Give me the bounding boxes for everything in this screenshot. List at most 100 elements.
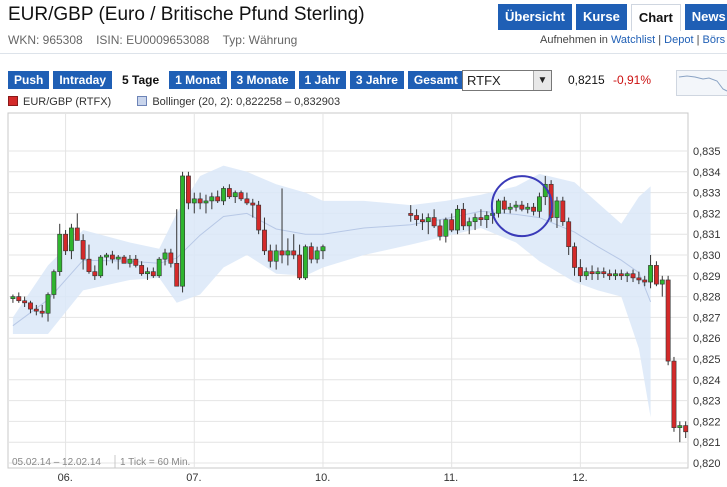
- candle-body: [80, 240, 86, 260]
- candle-body: [414, 215, 420, 220]
- boerse-link[interactable]: Börs: [702, 34, 726, 46]
- instrument-info: WKN: 965308 ISIN: EU0009653088 Typ: Währ…: [8, 33, 307, 47]
- chart-footer: 05.02.14 – 12.02.14 1 Tick = 60 Min.: [12, 457, 190, 468]
- tick-info-label: 1 Tick = 60 Min.: [120, 457, 190, 468]
- candle: [226, 184, 232, 199]
- candle: [74, 213, 80, 241]
- candle: [460, 203, 466, 231]
- candle: [191, 192, 197, 214]
- range-1-month-button[interactable]: 1 Monat: [169, 71, 227, 89]
- range-1-year-button[interactable]: 1 Jahr: [298, 71, 346, 89]
- candle-body: [226, 188, 232, 198]
- exchange-value: RTFX: [467, 73, 501, 88]
- candle: [203, 194, 209, 214]
- candle: [419, 213, 425, 231]
- candle-body: [291, 250, 297, 256]
- watchlist-link[interactable]: Watchlist: [610, 34, 656, 46]
- candle: [291, 234, 297, 260]
- candle: [607, 269, 613, 280]
- candle: [601, 267, 607, 278]
- candle: [273, 244, 279, 270]
- candle-body: [472, 217, 478, 223]
- candle-body: [425, 217, 431, 223]
- candle: [630, 269, 636, 283]
- range-5-days-button[interactable]: 5 Tage: [116, 71, 166, 89]
- y-tick-label: 0,822: [693, 416, 721, 428]
- type-label: Typ: Währung: [222, 33, 298, 47]
- depot-link[interactable]: Depot: [664, 34, 694, 46]
- candle-body: [191, 198, 197, 204]
- candle-body: [197, 198, 203, 204]
- range-total-button[interactable]: Gesamt: [407, 71, 464, 89]
- candle-body: [174, 263, 180, 287]
- candle-body: [455, 208, 460, 231]
- range-push-button[interactable]: Push: [8, 71, 50, 89]
- candle-body: [238, 192, 244, 200]
- candle-body: [115, 256, 121, 260]
- candle: [92, 265, 98, 280]
- candle-body: [104, 254, 109, 258]
- candle: [174, 209, 180, 287]
- candle-body: [314, 250, 320, 260]
- candle: [121, 255, 127, 264]
- range-intraday-button[interactable]: Intraday: [53, 71, 113, 89]
- candle: [150, 267, 156, 278]
- tab-chart[interactable]: Chart: [630, 4, 681, 31]
- candle-body: [22, 300, 28, 304]
- candle-body: [109, 254, 115, 260]
- candle-body: [186, 175, 191, 204]
- candle-body: [525, 206, 531, 210]
- candle: [256, 200, 262, 235]
- candle-body: [536, 196, 542, 212]
- candle: [10, 294, 16, 303]
- candle-body: [273, 250, 279, 262]
- candle: [566, 217, 572, 255]
- candle: [560, 196, 566, 226]
- chevron-down-icon[interactable]: ▼: [533, 71, 551, 90]
- isin-label: ISIN: EU0009653088: [96, 33, 210, 47]
- candle-body: [279, 250, 285, 256]
- candle: [168, 248, 174, 268]
- candle: [525, 203, 531, 214]
- candle-body: [466, 221, 472, 227]
- candle: [589, 265, 595, 280]
- candle-body: [519, 204, 525, 210]
- tab-uebersicht[interactable]: Übersicht: [498, 4, 572, 30]
- candle-body: [589, 271, 595, 275]
- candle-body: [221, 188, 226, 202]
- tab-kurse[interactable]: Kurse: [575, 4, 627, 30]
- candle-body: [572, 246, 577, 268]
- y-tick-label: 0,834: [693, 167, 721, 179]
- date-range-label: 05.02.14 – 12.02.14: [12, 457, 101, 468]
- candle: [431, 209, 437, 228]
- candle: [186, 171, 191, 210]
- candle: [595, 267, 601, 280]
- candle-body: [308, 246, 314, 260]
- candle-body: [566, 221, 572, 247]
- range-3-years-button[interactable]: 3 Jahre: [349, 71, 404, 89]
- candle: [33, 304, 39, 316]
- candle-body: [244, 198, 250, 204]
- candle-body: [209, 196, 215, 202]
- tab-news[interactable]: News: [684, 4, 727, 30]
- candle-body: [601, 271, 607, 275]
- range-3-months-button[interactable]: 3 Monate: [230, 71, 295, 89]
- nav-tabs: Übersicht Kurse Chart News F: [498, 4, 727, 31]
- candle: [478, 209, 484, 226]
- candle: [162, 248, 168, 266]
- candle: [507, 203, 513, 214]
- candle-body: [595, 271, 601, 275]
- exchange-select[interactable]: RTFX ▼: [462, 70, 552, 91]
- candle: [285, 238, 291, 266]
- y-tick-label: 0,832: [693, 208, 721, 220]
- candle: [104, 252, 109, 266]
- axes: 0,835 0,834 0,833 0,832 0,831 0,830 0,829 0,828…: [58, 146, 721, 484]
- candle: [45, 292, 51, 322]
- mini-chart-thumbnail[interactable]: [676, 70, 727, 96]
- range-toolbar: Push Intraday 5 Tage 1 Monat 3 Monate 1 …: [8, 71, 464, 89]
- candle-body: [618, 273, 624, 277]
- candle-body: [121, 256, 127, 264]
- candle: [127, 255, 133, 268]
- candle-body: [501, 200, 507, 210]
